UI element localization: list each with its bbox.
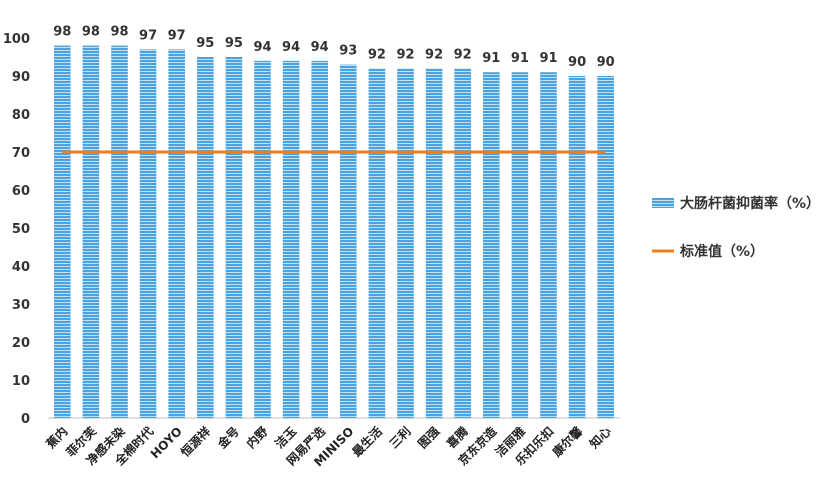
category-labels-group: 蕉内菲尔芙净感未染全棉时代HOYO恒源祥 金号 内野 洁玉网易严选MINISO最生活三… xyxy=(43,423,614,469)
data-label: 90 xyxy=(597,55,615,70)
bar xyxy=(311,60,328,419)
bar xyxy=(82,45,100,418)
y-tick-label: 80 xyxy=(12,108,30,123)
category-label: 内野 xyxy=(243,424,271,452)
category-label: 知心 xyxy=(586,424,614,452)
category-label: 康尔馨 xyxy=(549,423,586,460)
data-label: 90 xyxy=(568,55,586,70)
legend-bar-swatch xyxy=(652,198,674,208)
data-label: 92 xyxy=(454,47,472,62)
data-label: 91 xyxy=(482,51,500,66)
bar xyxy=(254,60,271,419)
data-label: 92 xyxy=(425,47,443,62)
data-label: 98 xyxy=(82,25,100,40)
y-tick-label: 10 xyxy=(12,374,30,389)
data-label: 97 xyxy=(139,28,157,43)
y-tick-label: 40 xyxy=(12,260,30,275)
data-label: 94 xyxy=(282,40,300,55)
bar xyxy=(540,72,557,418)
bars-group xyxy=(54,45,614,419)
data-label: 91 xyxy=(539,51,557,66)
data-label: 95 xyxy=(225,36,243,51)
bar xyxy=(368,68,386,419)
data-label: 92 xyxy=(396,47,414,62)
category-label: 恒源祥 xyxy=(177,424,213,460)
data-label: 95 xyxy=(196,36,214,51)
y-tick-label: 50 xyxy=(12,222,30,237)
bar xyxy=(597,76,614,418)
data-label: 98 xyxy=(110,25,128,40)
bar xyxy=(568,76,586,418)
legend: 大肠杆菌抑菌率（%） 标准值（%） xyxy=(652,195,820,260)
y-tick-label: 20 xyxy=(12,336,30,351)
category-label: 图强 xyxy=(415,424,442,451)
data-label: 97 xyxy=(168,28,186,43)
bar xyxy=(454,68,471,419)
category-label: HOYO xyxy=(148,424,185,461)
legend-bar-label: 大肠杆菌抑菌率（%） xyxy=(680,195,820,212)
data-label: 93 xyxy=(339,44,357,59)
bar xyxy=(225,57,243,418)
legend-line-label: 标准值（%） xyxy=(679,243,764,260)
bar xyxy=(139,49,157,419)
bar xyxy=(425,68,443,419)
category-label: 三利 xyxy=(386,424,414,452)
bar xyxy=(511,72,529,418)
y-tick-label: 100 xyxy=(3,32,30,47)
y-tick-label: 60 xyxy=(12,184,30,199)
y-tick-label: 70 xyxy=(12,146,30,161)
y-tick-label: 0 xyxy=(21,412,30,427)
y-tick-label: 90 xyxy=(12,70,30,85)
data-label: 91 xyxy=(511,51,529,66)
y-tick-label: 30 xyxy=(12,298,30,313)
bar xyxy=(54,45,71,418)
bar xyxy=(111,45,128,418)
bar xyxy=(168,49,185,419)
data-labels-group: 98 98 98 97 97 95 95 94 94 94 93 92 92 92 92 91 91 91 90 90 xyxy=(53,25,614,70)
bar xyxy=(282,60,300,419)
bar xyxy=(197,57,214,418)
y-axis-tick-labels: 0 10 20 30 40 50 60 70 80 90 100 xyxy=(3,32,30,427)
data-label: 98 xyxy=(53,25,71,40)
data-label: 92 xyxy=(368,47,386,62)
category-label: 最生活 xyxy=(349,424,385,460)
category-label: 金号 xyxy=(214,424,242,452)
data-label: 94 xyxy=(253,40,271,55)
data-label: 94 xyxy=(311,40,329,55)
bar xyxy=(483,72,500,418)
bar xyxy=(340,64,357,418)
bar xyxy=(397,68,414,419)
